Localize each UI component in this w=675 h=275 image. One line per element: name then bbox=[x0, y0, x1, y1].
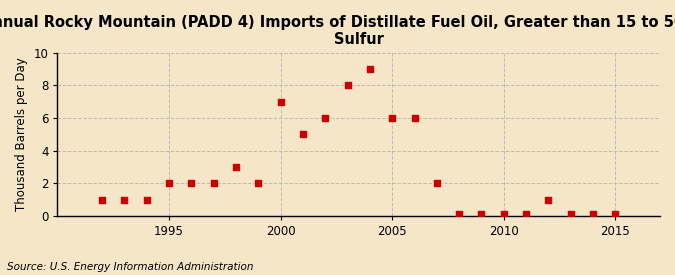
Point bbox=[364, 67, 375, 71]
Point bbox=[275, 100, 286, 104]
Point bbox=[543, 197, 554, 202]
Point bbox=[320, 116, 331, 120]
Point bbox=[97, 197, 107, 202]
Point bbox=[231, 165, 242, 169]
Point bbox=[163, 181, 174, 186]
Point bbox=[476, 212, 487, 216]
Point bbox=[610, 212, 621, 216]
Point bbox=[566, 212, 576, 216]
Point bbox=[186, 181, 196, 186]
Point bbox=[387, 116, 398, 120]
Point bbox=[498, 212, 509, 216]
Point bbox=[119, 197, 130, 202]
Point bbox=[253, 181, 264, 186]
Point bbox=[588, 212, 599, 216]
Y-axis label: Thousand Barrels per Day: Thousand Barrels per Day bbox=[15, 57, 28, 211]
Point bbox=[141, 197, 152, 202]
Point bbox=[520, 212, 531, 216]
Point bbox=[298, 132, 308, 137]
Point bbox=[409, 116, 420, 120]
Title: Annual Rocky Mountain (PADD 4) Imports of Distillate Fuel Oil, Greater than 15 t: Annual Rocky Mountain (PADD 4) Imports o… bbox=[0, 15, 675, 47]
Text: Source: U.S. Energy Information Administration: Source: U.S. Energy Information Administ… bbox=[7, 262, 253, 272]
Point bbox=[454, 212, 464, 216]
Point bbox=[431, 181, 442, 186]
Point bbox=[209, 181, 219, 186]
Point bbox=[342, 83, 353, 87]
